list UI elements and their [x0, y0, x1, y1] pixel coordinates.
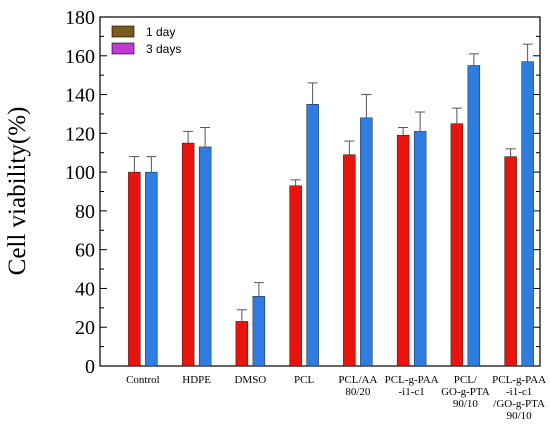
y-tick-label: 80 — [75, 201, 95, 223]
bar-day1 — [128, 171, 141, 367]
category-label: PCL/AA 80/20 — [338, 374, 377, 398]
category-label-line: PCL-g-PAA — [385, 374, 439, 386]
category-label-line: 90/10 — [453, 398, 479, 410]
y-tick-label: 180 — [65, 7, 95, 29]
category-label-line: PCL — [294, 374, 314, 386]
category-label: PCL-g-PAA -i1-c1 — [385, 374, 439, 398]
y-tick-label: 160 — [65, 46, 95, 68]
y-tick-label: 120 — [65, 123, 95, 145]
bar-day3 — [467, 65, 481, 367]
bars-group — [128, 61, 534, 367]
category-label-line: -i1-c1 — [506, 386, 532, 398]
category-label-line: -i1-c1 — [398, 386, 424, 398]
bar-day3 — [252, 296, 266, 367]
bar-day1 — [181, 142, 195, 367]
category-label: Control — [126, 374, 160, 386]
category-label-line: Control — [126, 374, 160, 386]
category-label-line: HDPE — [182, 374, 211, 386]
bar-day1 — [450, 123, 464, 367]
legend-label: 1 day — [146, 25, 175, 39]
category-label: PCL-g-PAA -i1-c1/GO-g-PTA 90/10 — [492, 374, 546, 422]
legend: 1 day 3 days — [111, 25, 181, 56]
y-tick-label: 0 — [85, 356, 95, 378]
error-bars-group — [129, 43, 533, 322]
bar-day3 — [145, 171, 158, 367]
category-label-line: DMSO — [234, 374, 266, 386]
y-axis-ticks: 0 20 40 60 80 100 120 140 160 180 — [65, 7, 540, 378]
bar-day3 — [306, 104, 319, 367]
category-label: DMSO — [234, 374, 266, 386]
category-label-line: PCL/AA — [338, 374, 377, 386]
y-tick-label: 60 — [75, 240, 95, 262]
y-axis-label: Cell viability(%) — [4, 107, 31, 276]
y-tick-label: 140 — [65, 85, 95, 107]
category-label-line: PCL-g-PAA — [492, 374, 546, 386]
bar-day1 — [235, 321, 249, 367]
y-tick-label: 100 — [65, 162, 95, 184]
bar-day3 — [360, 117, 373, 367]
bar-day3 — [198, 146, 212, 367]
bar-day1 — [289, 185, 302, 367]
category-label: HDPE — [182, 374, 211, 386]
category-label: PCL — [294, 374, 314, 386]
category-label-line: /GO-g-PTA — [493, 398, 545, 410]
category-label-line: GO-g-PTA — [441, 386, 490, 398]
category-label: PCL/GO-g-PTA 90/10 — [441, 374, 490, 410]
bar-day1 — [504, 156, 517, 367]
legend-label: 3 days — [146, 42, 181, 56]
category-label-line: 90/10 — [507, 410, 533, 422]
bar-day3 — [521, 61, 534, 367]
legend-swatch — [111, 25, 135, 38]
bar-day3 — [413, 131, 427, 367]
category-label-line: 80/20 — [345, 386, 371, 398]
category-label-line: PCL/ — [454, 374, 478, 386]
legend-swatch — [111, 42, 135, 55]
bar-day1 — [343, 154, 356, 367]
y-tick-label: 40 — [75, 278, 95, 300]
bar-day1 — [396, 135, 410, 367]
y-tick-label: 20 — [75, 317, 95, 339]
